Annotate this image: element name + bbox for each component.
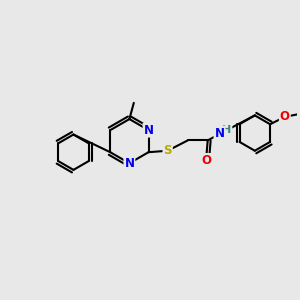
Text: N: N xyxy=(143,124,154,136)
Text: N: N xyxy=(124,157,134,170)
Text: O: O xyxy=(201,154,211,167)
Text: H: H xyxy=(222,124,232,134)
Text: O: O xyxy=(280,110,290,123)
Text: N: N xyxy=(214,127,224,140)
Text: S: S xyxy=(164,144,172,157)
